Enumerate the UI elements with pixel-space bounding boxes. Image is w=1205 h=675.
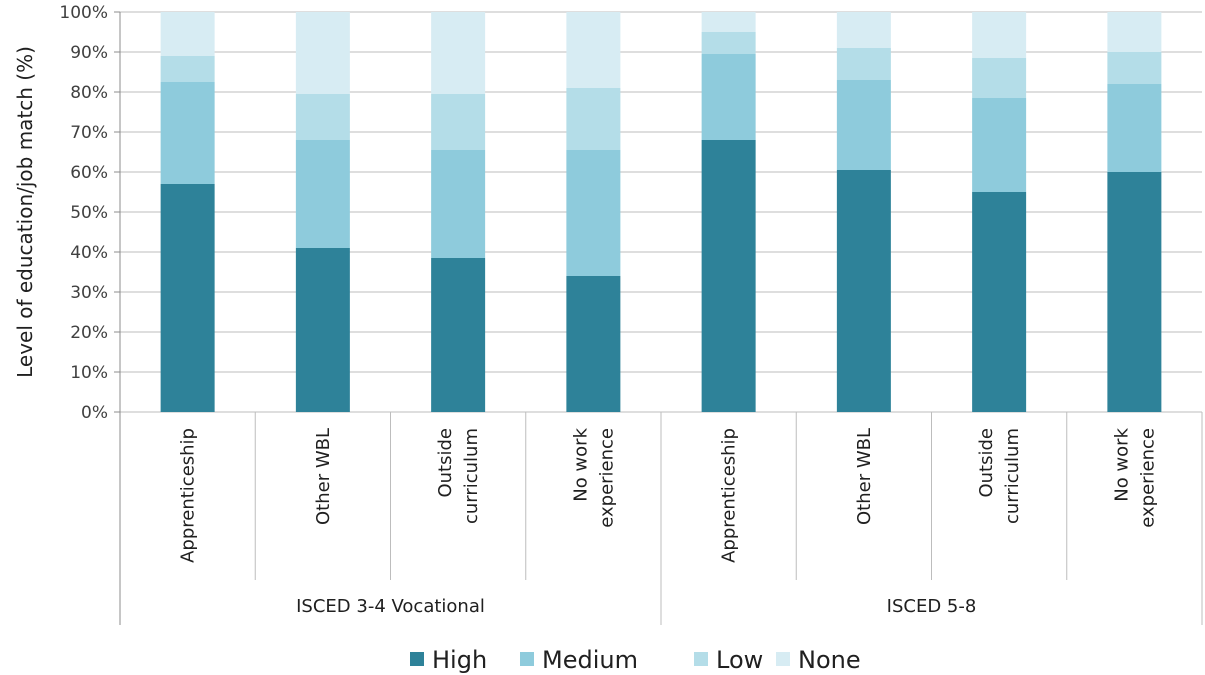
bar-high — [836, 170, 891, 412]
bar-medium — [701, 54, 756, 140]
category-label: experience — [1137, 428, 1158, 528]
bar-medium — [295, 140, 350, 248]
bar-low — [431, 94, 486, 150]
bar-none — [1107, 12, 1162, 52]
bar-high — [566, 276, 621, 412]
category-label: No work — [570, 427, 591, 501]
category-label: Outside — [976, 428, 997, 498]
y-tick-label: 70% — [70, 123, 108, 143]
legend-swatch-medium — [520, 652, 534, 666]
category-label: experience — [596, 428, 617, 528]
bar-medium — [160, 82, 215, 184]
y-tick-label: 0% — [81, 403, 108, 423]
bar-medium — [972, 98, 1027, 192]
legend-label-medium: Medium — [542, 646, 638, 674]
bar-medium — [836, 80, 891, 170]
gridlines — [120, 11, 1202, 413]
bar-none — [566, 12, 621, 88]
bars — [160, 12, 1162, 412]
y-tick-label: 90% — [70, 43, 108, 63]
bar-none — [160, 12, 215, 56]
legend: High Medium Low None — [410, 646, 861, 674]
bar-high — [295, 248, 350, 412]
bar-low — [701, 32, 756, 54]
bar-high — [160, 184, 215, 412]
bar-medium — [566, 150, 621, 276]
legend-swatch-high — [410, 652, 424, 666]
bar-high — [1107, 172, 1162, 412]
category-label: curriculum — [461, 428, 482, 524]
bar-medium — [1107, 84, 1162, 172]
group-label: ISCED 5-8 — [887, 596, 977, 617]
bar-none — [972, 12, 1027, 58]
bar-none — [836, 12, 891, 48]
bar-none — [701, 12, 756, 32]
category-label: Other WBL — [854, 428, 875, 525]
y-tick-label: 10% — [70, 363, 108, 383]
legend-swatch-low — [694, 652, 708, 666]
y-tick-label: 20% — [70, 323, 108, 343]
bar-medium — [431, 150, 486, 258]
category-label: No work — [1111, 427, 1132, 501]
bar-low — [566, 88, 621, 150]
group-label: ISCED 3-4 Vocational — [296, 596, 485, 617]
category-label: curriculum — [1002, 428, 1023, 524]
bar-low — [160, 56, 215, 82]
y-tick-label: 30% — [70, 283, 108, 303]
bar-high — [972, 192, 1027, 412]
legend-label-high: High — [432, 646, 487, 674]
y-tick-label: 50% — [70, 203, 108, 223]
y-tick-label: 40% — [70, 243, 108, 263]
y-tick-label: 60% — [70, 163, 108, 183]
bar-low — [1107, 52, 1162, 84]
bar-low — [972, 58, 1027, 98]
category-label: Other WBL — [313, 428, 334, 525]
category-label: Apprenticeship — [178, 428, 199, 563]
y-tick-label: 100% — [59, 3, 108, 23]
category-label: Apprenticeship — [719, 428, 740, 563]
category-label: Outside — [435, 428, 456, 498]
axes: 0% 10% 20% 30% 40% 50% 60% 70% 80% 90% 100% Apprent… — [59, 3, 1203, 625]
bar-none — [295, 12, 350, 94]
bar-none — [431, 12, 486, 94]
bar-high — [701, 140, 756, 412]
y-axis-label: Level of education/job match (%) — [13, 46, 37, 378]
y-tick-label: 80% — [70, 83, 108, 103]
legend-label-low: Low — [716, 646, 763, 674]
legend-swatch-none — [776, 652, 790, 666]
bar-high — [431, 258, 486, 412]
bar-low — [836, 48, 891, 80]
bar-low — [295, 94, 350, 140]
legend-label-none: None — [798, 646, 861, 674]
